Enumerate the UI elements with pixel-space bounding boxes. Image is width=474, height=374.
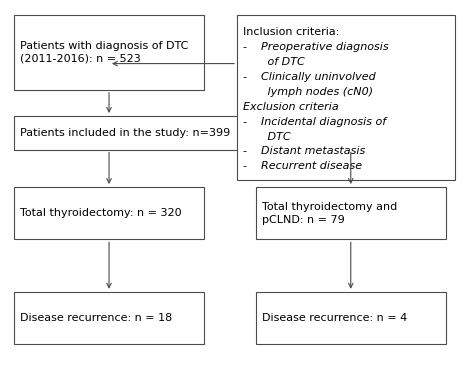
Text: DTC: DTC	[243, 132, 291, 141]
Text: -    Preoperative diagnosis: - Preoperative diagnosis	[243, 42, 389, 52]
FancyBboxPatch shape	[256, 187, 446, 239]
Text: -    Incidental diagnosis of: - Incidental diagnosis of	[243, 117, 386, 126]
Text: Exclusion criteria: Exclusion criteria	[243, 102, 339, 111]
Text: Patients included in the study: n=399: Patients included in the study: n=399	[20, 128, 231, 138]
Text: -    Recurrent disease: - Recurrent disease	[243, 162, 362, 171]
Text: Total thyroidectomy and
pCLND: n = 79: Total thyroidectomy and pCLND: n = 79	[262, 202, 397, 225]
Text: -    Clinically uninvolved: - Clinically uninvolved	[243, 72, 376, 82]
FancyBboxPatch shape	[14, 187, 204, 239]
FancyBboxPatch shape	[14, 116, 422, 150]
Text: lymph nodes (cN0): lymph nodes (cN0)	[243, 87, 374, 96]
Text: Patients with diagnosis of DTC
(2011-2016): n = 523: Patients with diagnosis of DTC (2011-201…	[20, 41, 189, 64]
FancyBboxPatch shape	[237, 15, 455, 180]
FancyBboxPatch shape	[14, 15, 204, 90]
FancyBboxPatch shape	[256, 292, 446, 344]
Text: -    Distant metastasis: - Distant metastasis	[243, 147, 365, 156]
Text: Disease recurrence: n = 4: Disease recurrence: n = 4	[262, 313, 407, 323]
Text: of DTC: of DTC	[243, 57, 305, 67]
Text: Total thyroidectomy: n = 320: Total thyroidectomy: n = 320	[20, 208, 182, 218]
Text: Inclusion criteria:: Inclusion criteria:	[243, 27, 339, 37]
Text: Disease recurrence: n = 18: Disease recurrence: n = 18	[20, 313, 173, 323]
FancyBboxPatch shape	[14, 292, 204, 344]
